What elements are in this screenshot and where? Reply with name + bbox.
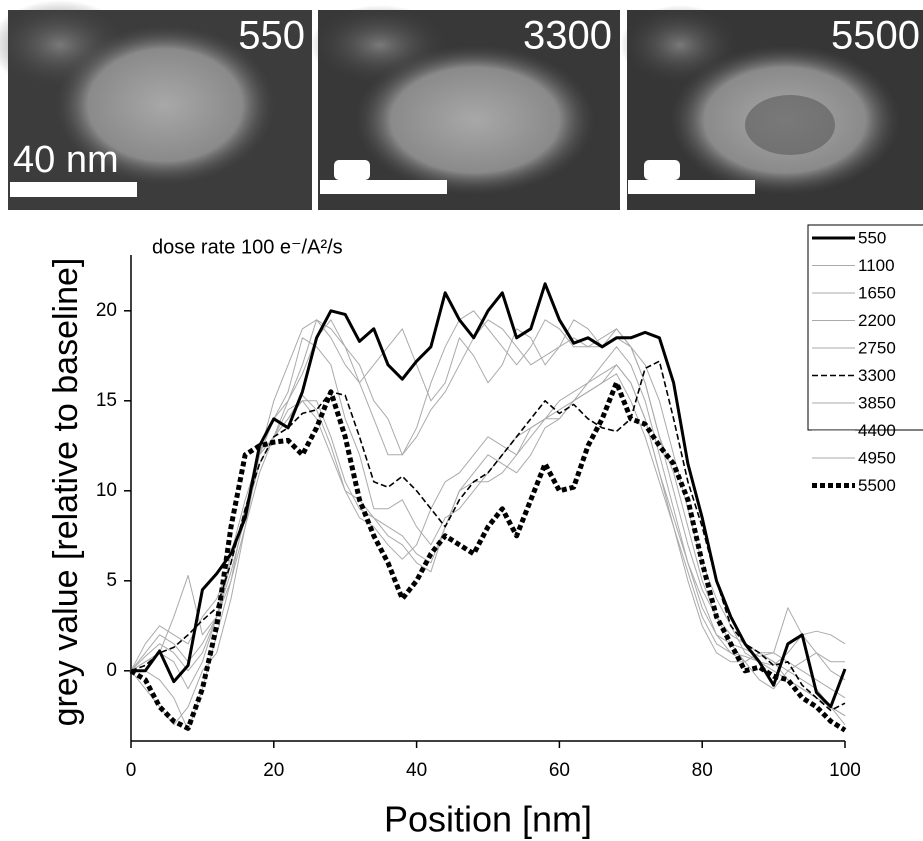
y-axis-label: grey value [relative to baseline] [47, 258, 85, 727]
x-tick-label: 80 [692, 760, 713, 781]
y-tick-label: 5 [106, 570, 117, 591]
x-axis-label: Position [nm] [384, 799, 592, 840]
panel-label: 550 [238, 14, 305, 58]
legend-label: 5500 [858, 476, 896, 495]
image-panel: 5500 [620, 5, 923, 210]
y-tick-label: 15 [96, 390, 117, 411]
series-line [130, 364, 846, 717]
legend-label: 3300 [858, 366, 896, 385]
panel-label: 3300 [523, 14, 612, 58]
series-line [130, 360, 846, 712]
legend-label: 2200 [858, 311, 896, 330]
legend-label: 3850 [858, 393, 896, 412]
y-tick-label: 20 [96, 300, 117, 321]
legend-label: 2750 [858, 338, 896, 357]
series-line [130, 310, 846, 672]
annotation: dose rate 100 e⁻/A²/s [152, 236, 343, 258]
legend-label: 550 [858, 228, 886, 247]
y-tick-label: 10 [96, 480, 117, 501]
x-tick-label: 60 [549, 760, 570, 781]
legend-label: 1650 [858, 283, 896, 302]
x-tick-label: 0 [126, 760, 137, 781]
image-panel: 40 nm 550 [0, 0, 312, 210]
x-tick-label: 100 [829, 760, 861, 781]
legend-label: 4400 [858, 421, 896, 440]
image-panel: 3300 [310, 5, 620, 210]
series-line [130, 319, 845, 672]
x-tick-label: 40 [406, 760, 427, 781]
legend-label: 1100 [858, 256, 895, 275]
y-tick-label: 0 [106, 660, 117, 681]
panel-label: 5500 [831, 14, 920, 58]
legend [807, 224, 923, 431]
legend-label: 4950 [858, 448, 896, 467]
x-tick-label: 20 [263, 760, 284, 781]
series-line [129, 380, 847, 733]
scale-bar-label: 40 nm [13, 139, 119, 181]
